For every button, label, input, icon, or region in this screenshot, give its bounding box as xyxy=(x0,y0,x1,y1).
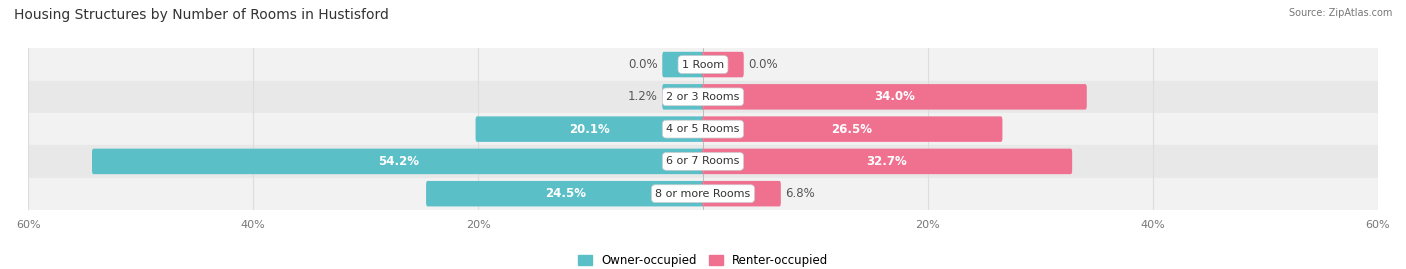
Text: 24.5%: 24.5% xyxy=(544,187,586,200)
Text: 54.2%: 54.2% xyxy=(378,155,419,168)
FancyBboxPatch shape xyxy=(475,116,704,142)
FancyBboxPatch shape xyxy=(702,181,780,206)
FancyBboxPatch shape xyxy=(426,181,704,206)
Text: 32.7%: 32.7% xyxy=(866,155,907,168)
Bar xyxy=(28,81,1378,113)
Bar xyxy=(28,48,1378,81)
Text: 0.0%: 0.0% xyxy=(748,58,778,71)
Text: 6.8%: 6.8% xyxy=(785,187,815,200)
Text: 0.0%: 0.0% xyxy=(628,58,658,71)
Bar xyxy=(28,178,1378,210)
FancyBboxPatch shape xyxy=(91,149,704,174)
Text: 26.5%: 26.5% xyxy=(831,123,873,136)
FancyBboxPatch shape xyxy=(662,84,704,109)
Legend: Owner-occupied, Renter-occupied: Owner-occupied, Renter-occupied xyxy=(572,249,834,269)
Text: 1.2%: 1.2% xyxy=(628,90,658,103)
FancyBboxPatch shape xyxy=(702,84,1087,109)
FancyBboxPatch shape xyxy=(702,52,744,77)
Text: 6 or 7 Rooms: 6 or 7 Rooms xyxy=(666,156,740,167)
Text: 4 or 5 Rooms: 4 or 5 Rooms xyxy=(666,124,740,134)
Text: Source: ZipAtlas.com: Source: ZipAtlas.com xyxy=(1288,8,1392,18)
Bar xyxy=(28,145,1378,178)
Text: 8 or more Rooms: 8 or more Rooms xyxy=(655,189,751,199)
FancyBboxPatch shape xyxy=(662,52,704,77)
Text: 34.0%: 34.0% xyxy=(873,90,915,103)
Bar xyxy=(28,113,1378,145)
FancyBboxPatch shape xyxy=(702,149,1073,174)
Text: 1 Room: 1 Room xyxy=(682,59,724,70)
Text: 2 or 3 Rooms: 2 or 3 Rooms xyxy=(666,92,740,102)
Text: Housing Structures by Number of Rooms in Hustisford: Housing Structures by Number of Rooms in… xyxy=(14,8,389,22)
FancyBboxPatch shape xyxy=(702,116,1002,142)
Text: 20.1%: 20.1% xyxy=(569,123,610,136)
